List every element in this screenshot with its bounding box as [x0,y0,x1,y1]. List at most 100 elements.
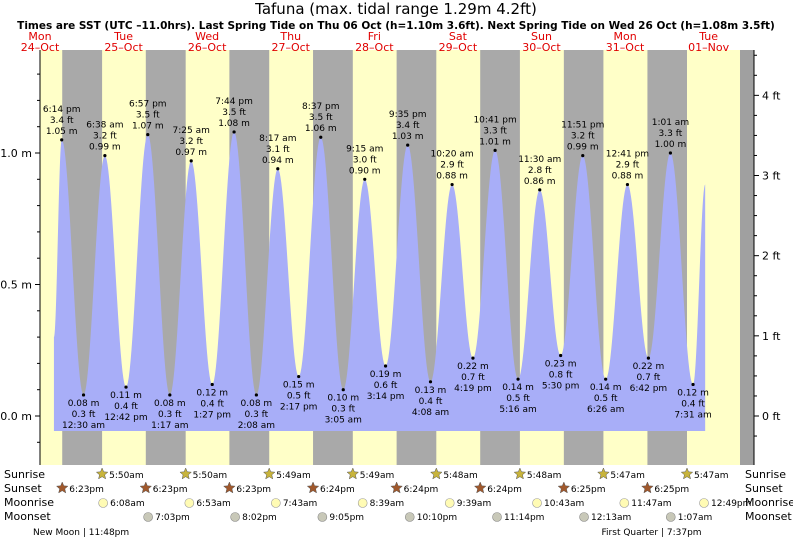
y-right-tick-label: 3 ft [762,170,781,183]
moon-phase-label: First Quarter | 7:37pm [602,528,702,538]
tide-time: 11:30 am [518,155,561,165]
tide-point [168,393,172,397]
row-label-right: Moonset [745,510,792,523]
tide-height-m: 0.19 m [370,370,402,380]
tide-height-m: 0.14 m [590,383,622,393]
tide-height-ft: 0.4 ft [200,399,224,409]
high-tide-label: 10:41 pm3.3 ft1.01 m [473,115,516,147]
tide-height-m: 1.03 m [392,132,424,142]
sunset-icon [390,481,403,494]
tide-height-m: 0.90 m [349,166,381,176]
high-tide-label: 7:44 pm3.5 ft1.08 m [215,97,253,129]
tide-point [81,393,86,397]
moonset-icon [143,512,153,522]
tide-height-m: 0.08 m [68,399,100,409]
tide-time: 2:08 am [238,421,275,431]
tide-height-ft: 3.3 ft [659,129,683,139]
header: Tafuna (max. tidal range 1.29m 4.2ft) Ti… [17,0,775,32]
moonset-icon [404,512,415,522]
tide-point [254,393,258,397]
tide-height-ft: 0.3 ft [72,410,96,420]
tide-curve-area [53,131,706,431]
tide-height-m: 0.15 m [283,381,315,391]
high-tide-label: 7:25 am3.2 ft0.97 m [173,126,210,158]
tide-height-m: 0.08 m [154,399,186,409]
tide-point [60,138,64,142]
tide-time: 4:08 am [412,408,449,418]
y-left-tick-label: 1.0 m [0,147,32,160]
tide-height-ft: 0.5 ft [594,394,618,404]
tide-point [297,374,301,379]
low-tide-label: 0.14 m0.5 ft5:16 am [499,383,536,415]
sunset-time: 6:25pm [571,485,606,495]
tide-height-m: 0.08 m [241,399,273,409]
sunset-time: 6:24pm [487,485,522,495]
sunrise-icon [513,467,527,480]
day-of-week: Sat [449,30,468,43]
high-tide-label: 9:35 pm3.4 ft1.03 m [389,110,427,142]
tide-height-ft: 0.8 ft [549,371,573,381]
moonrise-icon [271,498,281,508]
tide-height-m: 0.12 m [196,388,228,398]
tide-height-ft: 0.3 ft [331,405,355,415]
tide-height-m: 0.23 m [545,360,577,370]
chart-title: Tafuna (max. tidal range 1.29m 4.2ft) [254,0,537,18]
moonset-time: 11:14pm [504,513,544,523]
moonset-time: 9:05pm [329,513,364,523]
moonrise-time: 12:49pm [711,499,751,509]
sunrise-icon [95,467,109,480]
tide-point [103,154,107,158]
tide-height-m: 0.22 m [633,362,665,372]
moonrise-icon [184,498,195,508]
day-date: 27–Oct [271,41,310,54]
low-tide-label: 0.22 m0.7 ft4:19 pm [454,362,492,394]
high-tide-label: 12:41 pm2.9 ft0.88 m [606,150,649,182]
moonrise-time: 10:43am [544,499,584,509]
moonrise-icon [532,498,542,508]
tide-height-m: 1.05 m [46,127,78,137]
tide-height-ft: 0.7 ft [637,373,661,383]
tide-point [276,167,280,171]
moonset-icon [579,512,589,522]
moonrise-time: 9:39am [457,499,492,509]
sunrise-icon [597,467,610,480]
row-label-left: Moonrise [4,496,54,509]
tide-height-ft: 3.2 ft [93,132,117,142]
tide-time: 9:15 am [346,144,383,154]
tide-height-m: 1.00 m [655,140,687,150]
tide-height-ft: 2.9 ft [440,161,464,171]
tide-height-m: 0.22 m [457,362,489,372]
sunset-icon [306,481,320,494]
tide-time: 7:44 pm [215,97,253,107]
tide-time: 6:14 pm [43,105,81,115]
day-of-week: Fri [368,30,381,43]
sunrise-time: 5:48am [527,471,562,481]
tide-height-m: 1.08 m [218,119,250,129]
sunrise-time: 5:47am [694,471,729,481]
sunrise-time: 5:49am [360,471,395,481]
tide-height-m: 1.07 m [132,122,164,132]
tide-height-m: 0.10 m [327,394,359,404]
high-tide-label: 8:17 am3.1 ft0.94 m [259,134,296,166]
sunset-icon [223,481,236,494]
day-date: 26–Oct [188,41,227,54]
sunrise-icon [680,467,694,480]
row-label-right: Sunrise [745,468,786,481]
low-tide-label: 0.19 m0.6 ft3:14 pm [367,370,405,402]
high-tide-label: 6:14 pm3.4 ft1.05 m [43,105,81,137]
tide-time: 11:51 pm [561,121,604,131]
tide-height-ft: 3.3 ft [483,126,507,136]
tide-point [625,182,630,187]
moonset-time: 1:07am [678,513,713,523]
tide-height-m: 0.13 m [415,386,447,396]
tide-point [668,151,673,155]
high-tide-label: 11:30 am2.8 ft0.86 m [518,155,561,187]
